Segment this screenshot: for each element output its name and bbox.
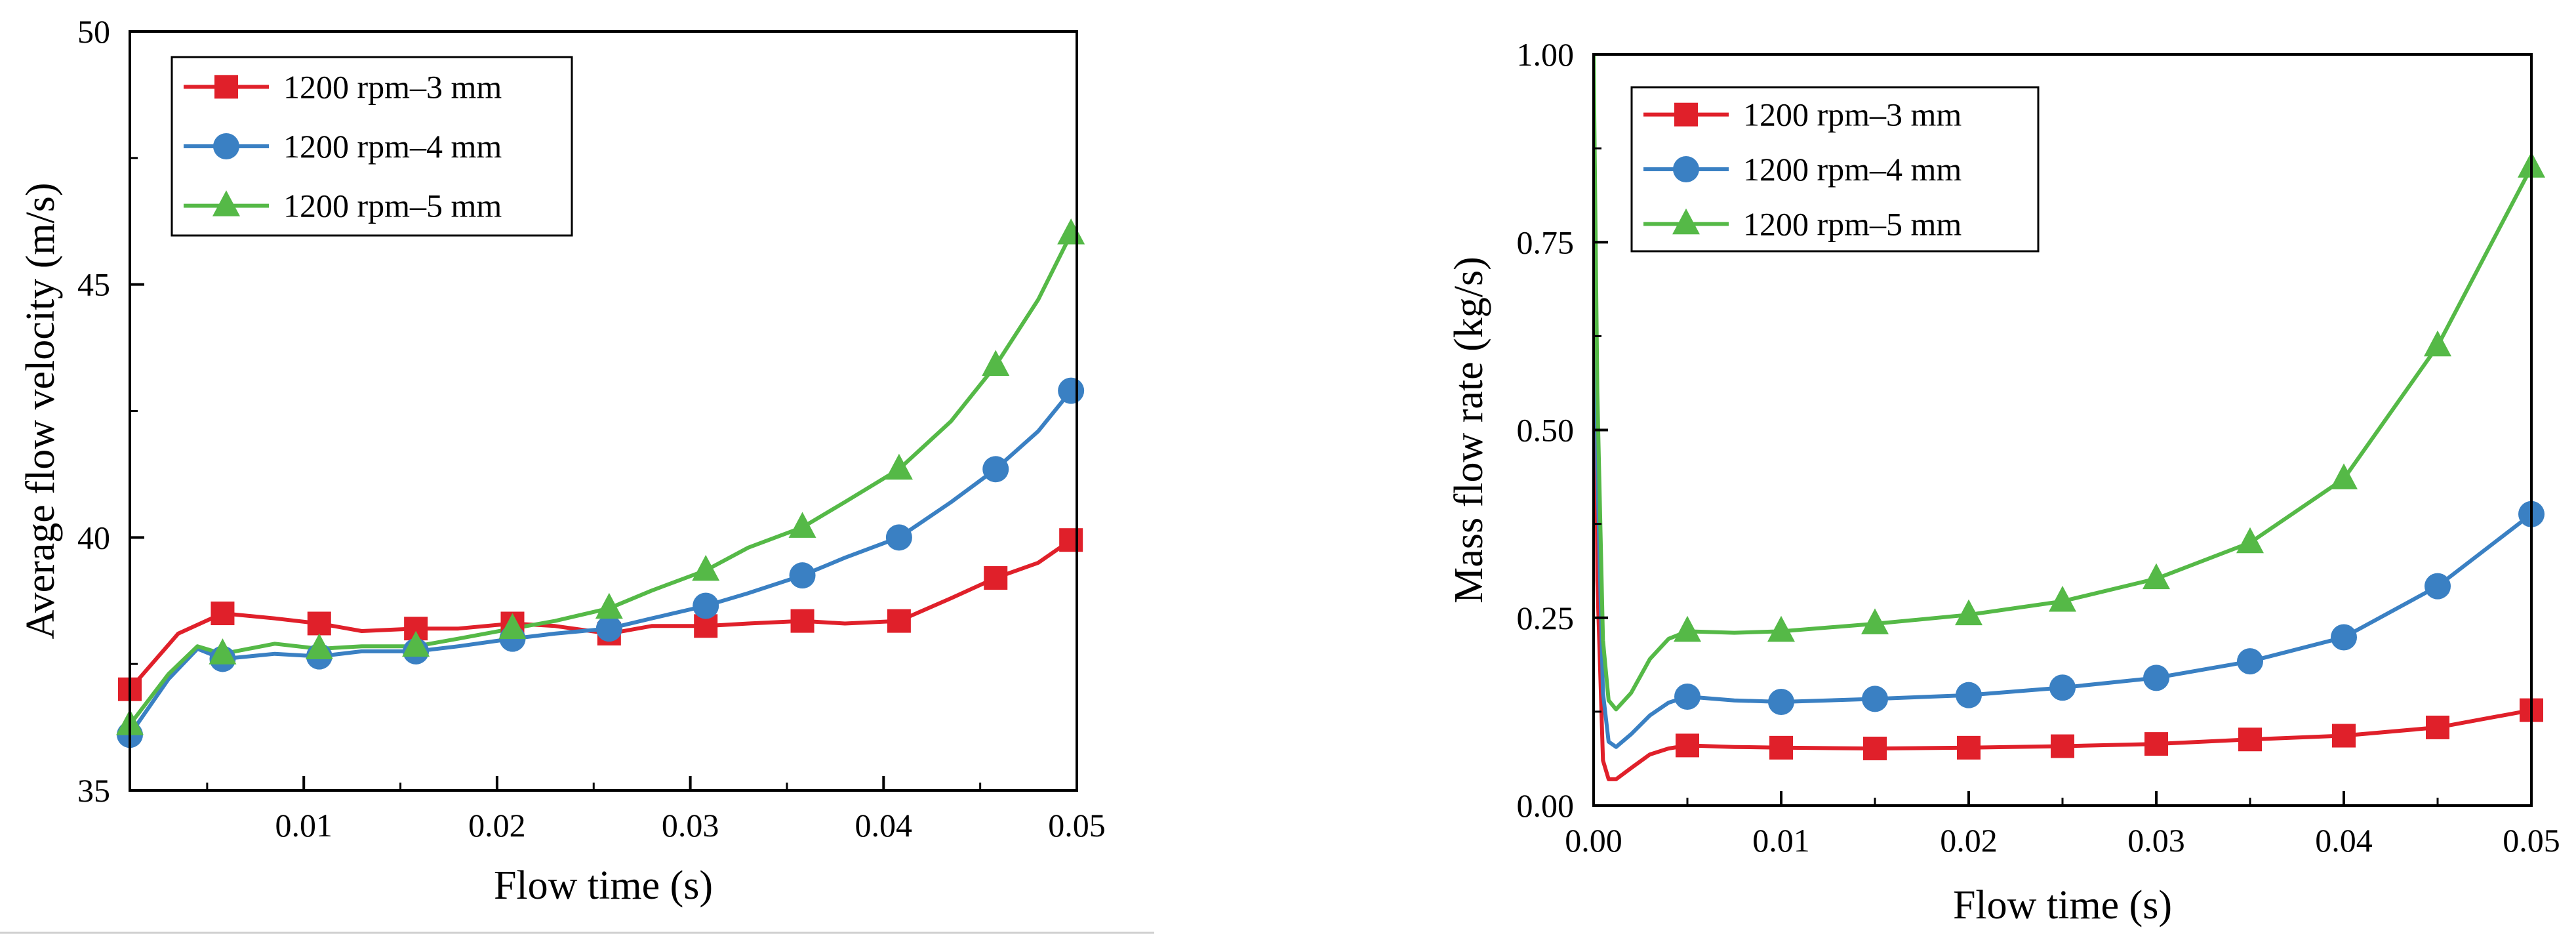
series-1-marker <box>789 562 816 589</box>
series-1-marker <box>2237 648 2263 675</box>
series-2-marker <box>1955 599 1982 626</box>
legend-label-0: 1200 rpm–3 mm <box>1743 96 1962 133</box>
series-1-marker <box>1058 377 1085 404</box>
y-tick-label: 50 <box>77 13 110 50</box>
y-axis-title: Mass flow rate (kg/s) <box>1447 256 1491 604</box>
legend: 1200 rpm–3 mm 1200 rpm–4 mm 1200 rpm–5 mm <box>1630 86 2040 253</box>
series-1-marker <box>2331 624 2357 651</box>
series-1-marker <box>693 592 719 619</box>
series-0-marker <box>984 566 1008 590</box>
series-1-marker <box>2049 674 2076 701</box>
series-2-marker <box>1057 218 1085 245</box>
x-tick-label: 0.03 <box>2127 822 2185 859</box>
series-2-marker <box>209 638 237 665</box>
series-2-marker <box>595 592 623 619</box>
series-2-marker <box>692 554 720 581</box>
legend-label-1: 1200 rpm–4 mm <box>1743 151 1962 188</box>
series-1-marker <box>1862 686 1888 712</box>
series-2-marker <box>2049 586 2076 612</box>
series-0-marker <box>1769 735 1793 760</box>
x-axis-title: Flow time (s) <box>494 863 713 908</box>
series-2-marker <box>788 512 816 538</box>
x-tick-label: 0.04 <box>2315 822 2373 859</box>
y-tick-label: 0.00 <box>1517 787 1575 824</box>
legend-label-2: 1200 rpm–5 mm <box>283 188 502 224</box>
y-tick-label: 0.50 <box>1517 412 1575 449</box>
series-line-1 <box>130 389 1073 736</box>
series-0-marker <box>1059 528 1083 552</box>
right-chart-mass-flow: 0.00 0.01 0.02 0.03 0.04 0.05 0.00 0.25 0.50 0.75… <box>1447 36 2560 928</box>
series-0-marker <box>790 609 815 633</box>
x-tick-label: 0.02 <box>468 807 526 844</box>
series-1-marker <box>595 615 622 642</box>
series-2-marker <box>1861 608 1889 634</box>
series-2-marker <box>982 350 1010 377</box>
left-chart-velocity: 0.01 0.02 0.03 0.04 0.05 35 40 45 50 Flow time (s… <box>18 13 1106 908</box>
series-1-marker <box>982 456 1009 483</box>
series-2-marker <box>2330 463 2358 489</box>
legend-label-1: 1200 rpm–4 mm <box>283 128 502 165</box>
series-0-marker <box>2332 724 2356 748</box>
x-tick-label: 0.05 <box>1048 807 1106 844</box>
legend-marker-1 <box>213 133 239 159</box>
x-axis-title: Flow time (s) <box>1953 883 2172 928</box>
y-tick-label: 0.75 <box>1517 224 1575 260</box>
legend-marker-1 <box>1673 156 1699 182</box>
series-2-marker <box>1674 615 1701 642</box>
y-tick-label: 45 <box>77 266 110 303</box>
series-1-marker <box>1674 683 1701 710</box>
series-2-marker <box>305 633 333 659</box>
legend-marker-0 <box>1674 102 1698 127</box>
legend-marker-2 <box>1672 208 1700 235</box>
series-0-marker <box>2426 715 2449 739</box>
series-0-marker <box>2144 732 2168 756</box>
series-0-marker <box>1863 736 1887 760</box>
x-tick-label: 0.05 <box>2503 822 2560 859</box>
series-0-marker <box>1957 735 1981 760</box>
y-tick-label: 40 <box>77 519 110 556</box>
x-tick-label: 0.00 <box>1565 822 1622 859</box>
series-2-marker <box>885 453 913 480</box>
x-tick-label: 0.02 <box>1940 822 1998 859</box>
series-1-marker <box>1768 688 1794 715</box>
series-2-marker <box>1767 615 1795 642</box>
series-0-marker <box>307 611 331 636</box>
y-tick-label: 35 <box>77 772 110 809</box>
legend: 1200 rpm–3 mm 1200 rpm–4 mm 1200 rpm–5 mm <box>171 56 573 237</box>
y-tick-label: 0.25 <box>1517 600 1575 636</box>
x-tick-label: 0.04 <box>855 807 913 844</box>
series-1-marker <box>2143 665 2169 691</box>
series-0-marker <box>2238 727 2262 752</box>
series-0-marker <box>887 609 911 633</box>
x-tick-label: 0.01 <box>275 807 332 844</box>
x-tick-label: 0.03 <box>662 807 719 844</box>
series-line-2 <box>130 233 1073 726</box>
series-1-marker <box>885 524 912 551</box>
legend-label-2: 1200 rpm–5 mm <box>1743 205 1962 242</box>
series-2-marker <box>402 630 430 657</box>
series-0-marker <box>2051 734 2074 758</box>
series-1-marker <box>1956 682 1982 708</box>
y-axis-title: Average flow velocity (m/s) <box>18 182 63 639</box>
series-0-marker <box>211 602 235 626</box>
y-tick-label: 1.00 <box>1517 36 1575 73</box>
series-0-marker <box>1676 733 1699 758</box>
series-2-marker <box>2236 527 2264 554</box>
legend-marker-2 <box>212 190 240 216</box>
series-2-marker <box>498 613 527 640</box>
legend-marker-0 <box>214 75 238 99</box>
series-2-marker <box>2143 563 2170 590</box>
legend-label-0: 1200 rpm–3 mm <box>283 68 502 105</box>
series-1-marker <box>2425 573 2451 600</box>
x-tick-label: 0.01 <box>1752 822 1810 859</box>
series-2-marker <box>2424 330 2451 357</box>
